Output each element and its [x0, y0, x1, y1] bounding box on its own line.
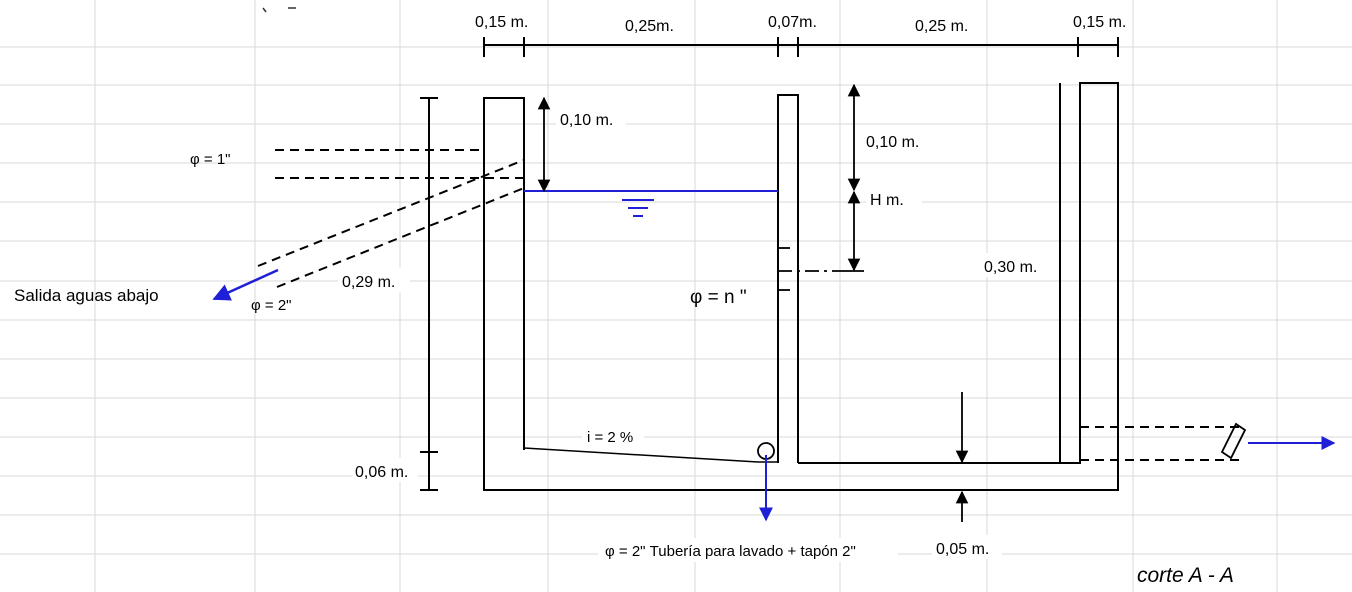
dim-head: H m.	[870, 192, 904, 209]
outlet-arrow	[212, 268, 279, 301]
slope-label: i = 2 %	[587, 429, 633, 446]
section-title: corte A - A	[1137, 564, 1234, 587]
pipe-inlet-label: φ = 1"	[190, 151, 231, 168]
water-level	[524, 190, 778, 217]
dim-bottom-left: 0,06 m.	[355, 464, 408, 481]
label-backgrounds	[338, 106, 1048, 562]
overflow-pipe	[257, 159, 525, 288]
tank-walls	[483, 82, 1119, 491]
dim-top-w5: 0,15 m.	[1073, 14, 1126, 31]
stray-marks	[262, 7, 296, 13]
dim-freeboard-right: 0,10 m.	[866, 134, 919, 151]
outlet-label: Salida aguas abajo	[14, 286, 159, 305]
dim-freeboard-left: 0,10 m.	[560, 112, 613, 129]
sloped-floor	[523, 447, 759, 463]
top-dimension-line	[483, 37, 1119, 57]
dim-floor: 0,05 m.	[936, 541, 989, 558]
pipe-drain-label: φ = 2" Tubería para lavado + tapón 2"	[605, 543, 856, 560]
water-level-icon	[630, 192, 646, 200]
left-height-dimension	[420, 97, 438, 491]
pipe-overflow-label: φ = 2"	[251, 297, 292, 314]
middle-wall	[777, 94, 799, 463]
dim-top-w3: 0,07m.	[768, 14, 817, 31]
dim-left-height: 0,29 m.	[342, 274, 395, 291]
valve-icon	[1220, 422, 1247, 460]
left-wall	[483, 82, 1119, 491]
inlet-pipe	[275, 149, 524, 179]
orifice-lines	[778, 247, 840, 291]
right-outlet-pipe	[1080, 426, 1245, 461]
dim-top-w1: 0,15 m.	[475, 14, 528, 31]
dim-top-w2: 0,25m.	[625, 18, 674, 35]
pipe-orifice-label: φ = n "	[690, 287, 747, 308]
dim-top-w4: 0,25 m.	[915, 18, 968, 35]
dim-right-height: 0,30 m.	[984, 259, 1037, 276]
